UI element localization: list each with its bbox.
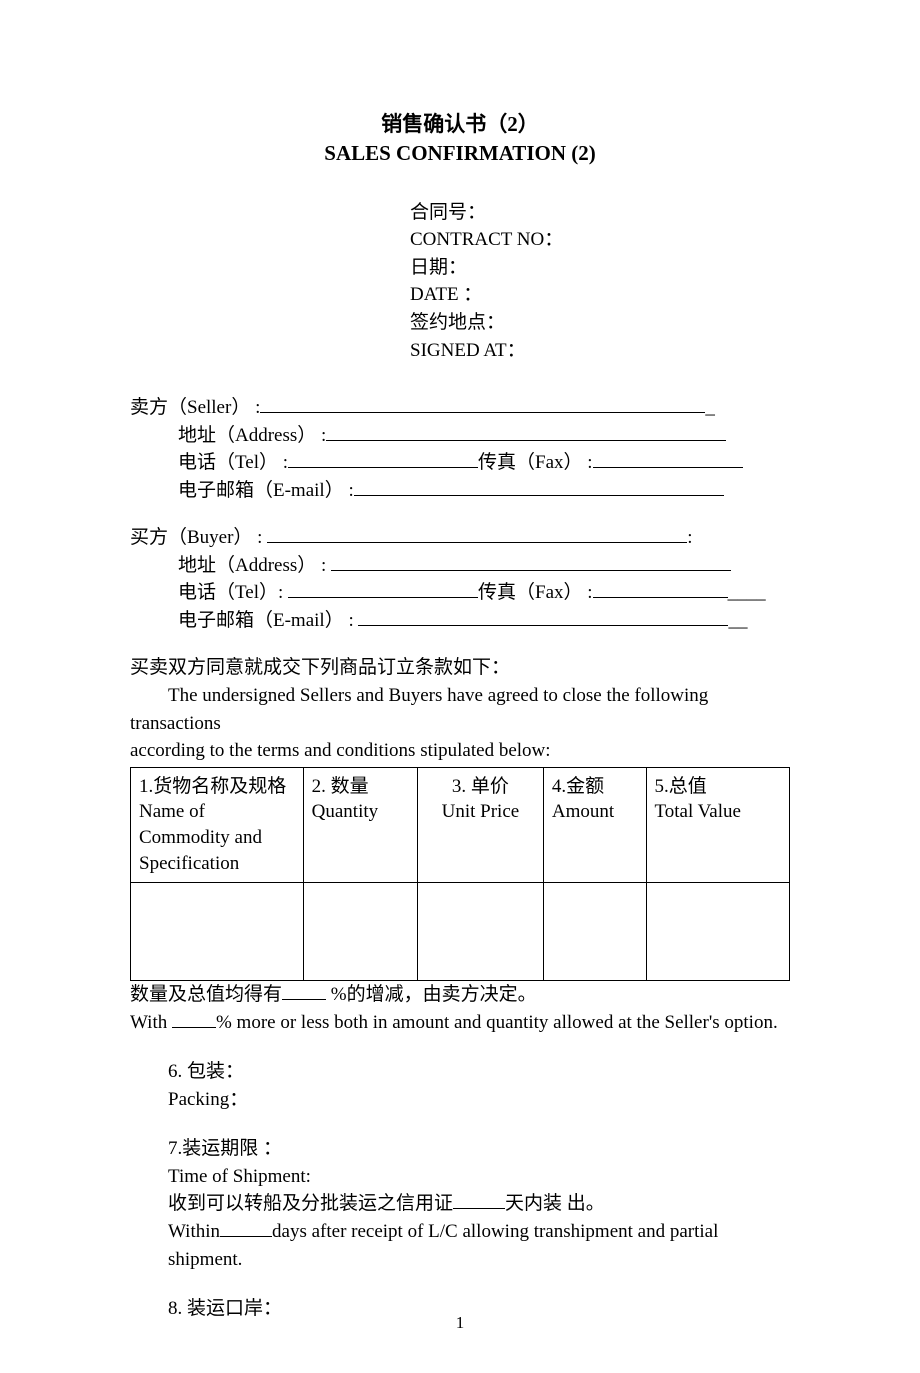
clause-6-en: Packing： bbox=[168, 1086, 790, 1114]
buyer-label: 买方（Buyer） : bbox=[130, 527, 262, 548]
allowance-block: 数量及总值均得有 %的增减，由卖方决定。 With % more or less… bbox=[130, 981, 790, 1036]
col-commodity: 1.货物名称及规格Name of Commodity and Specifica… bbox=[131, 767, 304, 883]
clause-7: 7.装运期限 ： Time of Shipment: 收到可以转船及分批装运之信… bbox=[168, 1135, 790, 1273]
col-total: 5.总值Total Value bbox=[646, 767, 790, 883]
allowance-en: With % more or less both in amount and q… bbox=[130, 1009, 790, 1037]
signed-at-en: SIGNED AT： bbox=[410, 337, 790, 365]
shipment-days-cn[interactable] bbox=[453, 1208, 505, 1209]
clause-7-en: Time of Shipment: bbox=[168, 1163, 790, 1191]
seller-label: 卖方（Seller） : bbox=[130, 397, 260, 418]
col-amount: 4.金额Amount bbox=[543, 767, 646, 883]
allowance-cn: 数量及总值均得有 %的增减，由卖方决定。 bbox=[130, 981, 790, 1009]
buyer-email-line: 电子邮箱（E-mail） : __ bbox=[130, 607, 790, 635]
title-en: SALES CONFIRMATION (2) bbox=[130, 139, 790, 168]
buyer-name-input-line[interactable] bbox=[267, 542, 687, 543]
seller-tel-fax-line: 电话（Tel） : 传真（Fax） : bbox=[130, 449, 790, 477]
seller-fax-label: 传真（Fax） : bbox=[478, 452, 593, 473]
table-header-row: 1.货物名称及规格Name of Commodity and Specifica… bbox=[131, 767, 790, 883]
cell-total[interactable] bbox=[646, 883, 790, 981]
clause-6: 6. 包装： Packing： bbox=[168, 1058, 790, 1113]
contract-no-cn: 合同号： bbox=[410, 199, 790, 227]
buyer-address-line: 地址（Address） : bbox=[130, 552, 790, 580]
clause-7-detail-cn: 收到可以转船及分批装运之信用证天内装 出。 bbox=[168, 1190, 790, 1218]
buyer-tel-fax-line: 电话（Tel）: 传真（Fax） :____ bbox=[130, 579, 790, 607]
buyer-fax-label: 传真（Fax） : bbox=[478, 582, 593, 603]
shipment-days-en[interactable] bbox=[220, 1236, 272, 1237]
buyer-address-label: 地址（Address） : bbox=[178, 555, 326, 576]
buyer-label-line: 买方（Buyer） : : bbox=[130, 524, 790, 552]
seller-tel-input-line[interactable] bbox=[288, 467, 478, 468]
buyer-fax-input-line[interactable] bbox=[593, 597, 728, 598]
buyer-email-input-line[interactable] bbox=[358, 625, 728, 626]
contract-no-en: CONTRACT NO： bbox=[410, 226, 790, 254]
col-unit-price: 3. 单价Unit Price bbox=[417, 767, 543, 883]
intro-block: 买卖双方同意就成交下列商品订立条款如下： The undersigned Sel… bbox=[130, 654, 790, 764]
intro-cn: 买卖双方同意就成交下列商品订立条款如下： bbox=[130, 654, 790, 682]
header-fields: 合同号： CONTRACT NO： 日期： DATE ： 签约地点： SIGNE… bbox=[410, 199, 790, 364]
seller-label-line: 卖方（Seller） :_ bbox=[130, 394, 790, 422]
col-quantity: 2. 数量Quantity bbox=[303, 767, 417, 883]
title-block: 销售确认书（2） SALES CONFIRMATION (2) bbox=[130, 110, 790, 169]
allowance-pct-en[interactable] bbox=[172, 1027, 216, 1028]
date-cn: 日期： bbox=[410, 254, 790, 282]
goods-table: 1.货物名称及规格Name of Commodity and Specifica… bbox=[130, 767, 790, 982]
clause-7-cn: 7.装运期限 ： bbox=[168, 1135, 790, 1163]
intro-en-line1: The undersigned Sellers and Buyers have … bbox=[130, 682, 790, 737]
seller-tel-label: 电话（Tel） : bbox=[178, 452, 288, 473]
cell-amount[interactable] bbox=[543, 883, 646, 981]
seller-address-label: 地址（Address） : bbox=[178, 425, 326, 446]
cell-commodity[interactable] bbox=[131, 883, 304, 981]
document-page: 销售确认书（2） SALES CONFIRMATION (2) 合同号： CON… bbox=[0, 0, 920, 1373]
seller-email-line: 电子邮箱（E-mail） : bbox=[130, 477, 790, 505]
signed-at-cn: 签约地点： bbox=[410, 309, 790, 337]
seller-fax-input-line[interactable] bbox=[593, 467, 743, 468]
page-number: 1 bbox=[0, 1313, 920, 1333]
cell-quantity[interactable] bbox=[303, 883, 417, 981]
clause-7-detail-en: Withindays after receipt of L/C allowing… bbox=[168, 1218, 790, 1273]
allowance-pct-cn[interactable] bbox=[282, 999, 326, 1000]
seller-address-input-line[interactable] bbox=[326, 440, 726, 441]
intro-en-line2: according to the terms and conditions st… bbox=[130, 737, 790, 765]
seller-block: 卖方（Seller） :_ 地址（Address） : 电话（Tel） : 传真（… bbox=[130, 394, 790, 504]
buyer-block: 买方（Buyer） : : 地址（Address） : 电话（Tel）: 传真（… bbox=[130, 524, 790, 634]
seller-email-label: 电子邮箱（E-mail） : bbox=[178, 480, 354, 501]
seller-address-line: 地址（Address） : bbox=[130, 422, 790, 450]
buyer-email-label: 电子邮箱（E-mail） : bbox=[178, 610, 354, 631]
buyer-tel-input-line[interactable] bbox=[288, 597, 478, 598]
cell-unit-price[interactable] bbox=[417, 883, 543, 981]
title-cn: 销售确认书（2） bbox=[130, 110, 790, 139]
buyer-tel-label: 电话（Tel）: bbox=[178, 582, 283, 603]
date-en: DATE ： bbox=[410, 281, 790, 309]
seller-name-input-line[interactable] bbox=[260, 412, 705, 413]
seller-email-input-line[interactable] bbox=[354, 495, 724, 496]
clause-6-cn: 6. 包装： bbox=[168, 1058, 790, 1086]
buyer-address-input-line[interactable] bbox=[331, 570, 731, 571]
table-row bbox=[131, 883, 790, 981]
